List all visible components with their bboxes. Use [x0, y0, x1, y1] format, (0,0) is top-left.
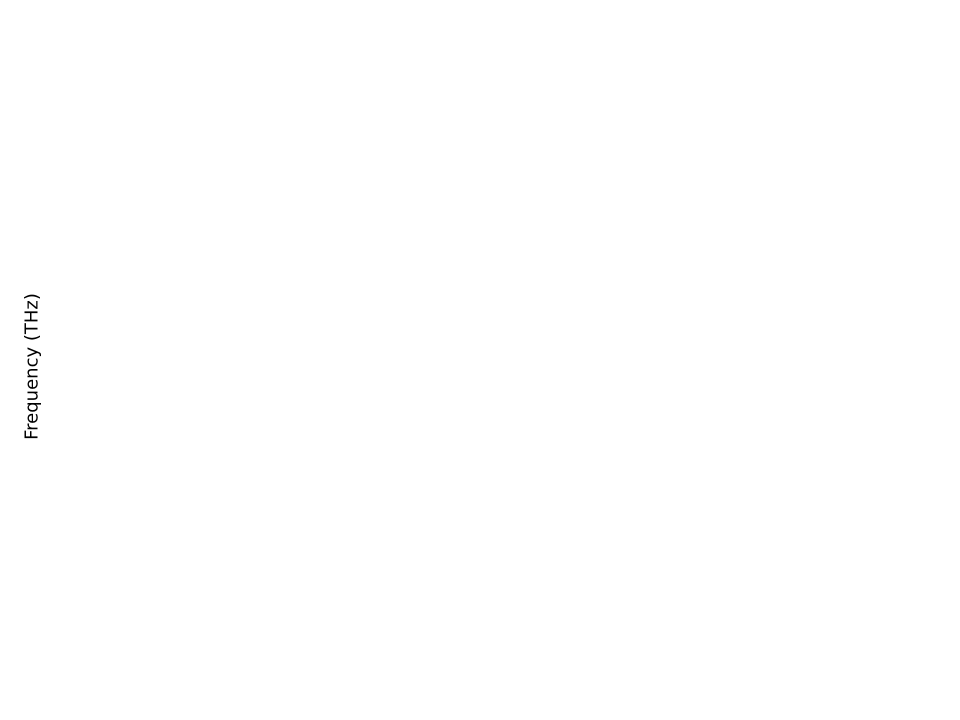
- y-axis-label: Frequency (THz): [21, 293, 43, 440]
